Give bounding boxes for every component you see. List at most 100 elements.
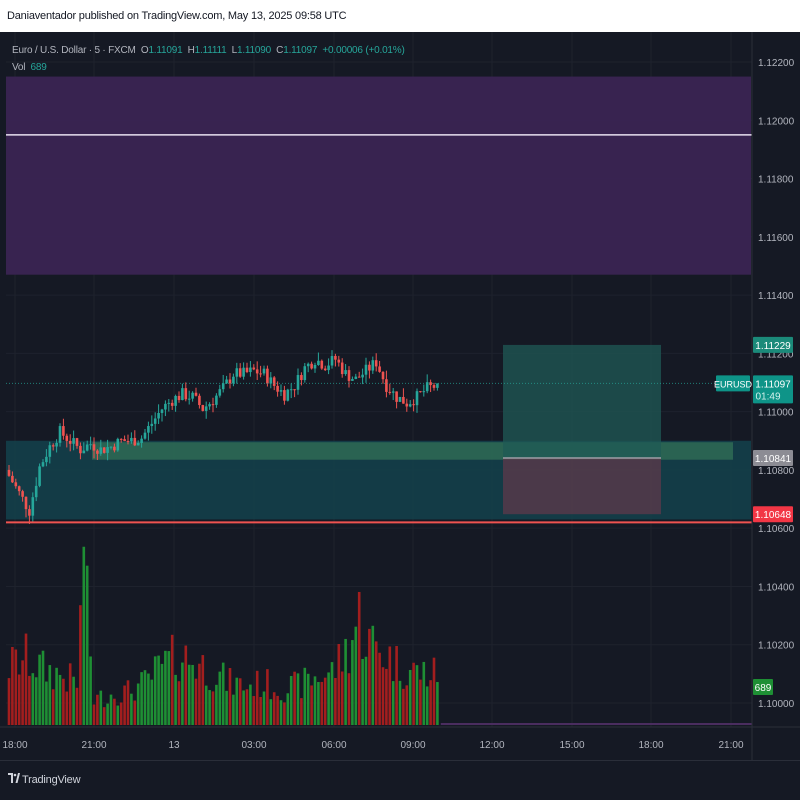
candle-body bbox=[140, 438, 143, 443]
candle-body bbox=[181, 388, 184, 401]
volume-bar bbox=[293, 671, 296, 725]
volume-bar bbox=[51, 689, 55, 725]
volume-bar bbox=[432, 657, 436, 725]
volume-bar bbox=[194, 678, 198, 725]
tradingview-logo-icon[interactable] bbox=[8, 773, 20, 783]
time-tick-label: 09:00 bbox=[400, 740, 425, 751]
candle-body bbox=[228, 379, 232, 384]
volume-bar bbox=[106, 703, 109, 725]
volume-bar bbox=[45, 681, 48, 725]
volume-bar bbox=[415, 665, 419, 725]
candle-body bbox=[11, 475, 14, 483]
price-tick-label: 1.11000 bbox=[758, 408, 794, 419]
candle-body bbox=[436, 383, 439, 388]
volume-bar bbox=[300, 698, 303, 725]
volume-bar bbox=[41, 650, 45, 725]
candle-body bbox=[272, 377, 276, 386]
volume-bar bbox=[422, 661, 426, 725]
volume-bar bbox=[102, 707, 106, 725]
legend-vol-value: 689 bbox=[30, 62, 47, 73]
volume-bar bbox=[347, 673, 351, 725]
symbol-tag-bg bbox=[716, 375, 750, 392]
volume-bar bbox=[272, 692, 276, 725]
chart-canvas[interactable]: 1.12200 1.12000 1.11800 1.11600 1.11400 1.112… bbox=[0, 32, 800, 760]
legend-ohlc-row: Euro / U.S. Dollar · 5 · FXCM O1.11091 H… bbox=[12, 44, 405, 61]
volume-bar bbox=[405, 685, 409, 725]
volume-bar bbox=[38, 654, 41, 725]
candle-body bbox=[300, 375, 303, 381]
volume-bars bbox=[7, 546, 752, 725]
volume-bar bbox=[238, 678, 242, 725]
volume-bar bbox=[327, 672, 330, 725]
candle-body bbox=[385, 379, 388, 392]
volume-bar bbox=[306, 673, 310, 725]
candle-body bbox=[286, 389, 290, 401]
publisher-header: Daniaventador published on TradingView.c… bbox=[0, 0, 800, 32]
last-price-badge: 1.11097 bbox=[755, 379, 791, 390]
candle-body bbox=[177, 395, 181, 401]
volume-bar bbox=[269, 699, 273, 725]
candle-body bbox=[184, 388, 188, 400]
candle-body bbox=[65, 435, 69, 441]
time-tick-label: 21:00 bbox=[718, 740, 743, 751]
candle-body bbox=[422, 391, 426, 393]
volume-bar bbox=[436, 682, 439, 725]
legend-open: 1.11091 bbox=[148, 45, 183, 56]
volume-bar bbox=[164, 650, 167, 725]
candle-body bbox=[153, 418, 157, 424]
volume-bar bbox=[68, 663, 72, 725]
price-tick-label: 1.10200 bbox=[758, 641, 795, 652]
volume-bar bbox=[368, 628, 371, 725]
price-tick-label: 1.11600 bbox=[758, 233, 794, 244]
candle-body bbox=[187, 398, 191, 400]
candle-body bbox=[419, 391, 422, 393]
volume-bar bbox=[245, 689, 249, 725]
candle-body bbox=[245, 367, 249, 373]
stop-zone bbox=[503, 457, 661, 515]
candle-body bbox=[79, 445, 82, 454]
candle-body bbox=[262, 368, 266, 374]
candle-body bbox=[123, 439, 126, 442]
candle-body bbox=[96, 450, 99, 454]
price-tick-label: 1.11800 bbox=[758, 175, 794, 186]
candle-body bbox=[361, 374, 364, 378]
candle-body bbox=[259, 373, 262, 375]
price-tick-label: 1.11400 bbox=[758, 291, 794, 302]
volume-bar bbox=[419, 679, 422, 725]
candle-body bbox=[126, 441, 130, 443]
volume-bar bbox=[425, 686, 429, 725]
volume-bar bbox=[255, 670, 259, 725]
volume-bar bbox=[235, 677, 239, 725]
legend-close-label: C bbox=[276, 45, 284, 56]
time-tick-label: 13 bbox=[168, 740, 180, 751]
candle-body bbox=[38, 466, 41, 486]
volume-bar bbox=[357, 591, 361, 725]
volume-bar bbox=[266, 669, 269, 725]
candle-body bbox=[303, 366, 307, 381]
volume-bar bbox=[385, 668, 388, 725]
candle-body bbox=[310, 363, 313, 369]
volume-bar bbox=[89, 656, 92, 725]
symbol-tag: EURUSD bbox=[714, 379, 753, 389]
volume-bar bbox=[184, 645, 188, 725]
tradingview-brand[interactable]: TradingView bbox=[22, 774, 81, 786]
volume-bar bbox=[378, 652, 381, 725]
volume-bar bbox=[374, 641, 378, 725]
volume-bar bbox=[136, 683, 140, 725]
volume-bar bbox=[14, 649, 18, 725]
last-price-badge-bg bbox=[753, 375, 793, 404]
candle-body bbox=[198, 395, 201, 406]
volume-bar bbox=[79, 605, 82, 725]
volume-bar bbox=[204, 685, 208, 725]
candle-body bbox=[391, 391, 395, 393]
candle-body bbox=[283, 390, 286, 401]
candle-body bbox=[17, 486, 21, 492]
candle-body bbox=[381, 371, 385, 380]
candle-body bbox=[204, 406, 208, 411]
candle-body bbox=[402, 396, 405, 404]
volume-bar bbox=[351, 640, 354, 725]
volume-bar bbox=[109, 694, 113, 725]
candles bbox=[7, 350, 439, 525]
price-tick-label: 1.12000 bbox=[758, 116, 795, 127]
candle-body bbox=[34, 485, 38, 498]
